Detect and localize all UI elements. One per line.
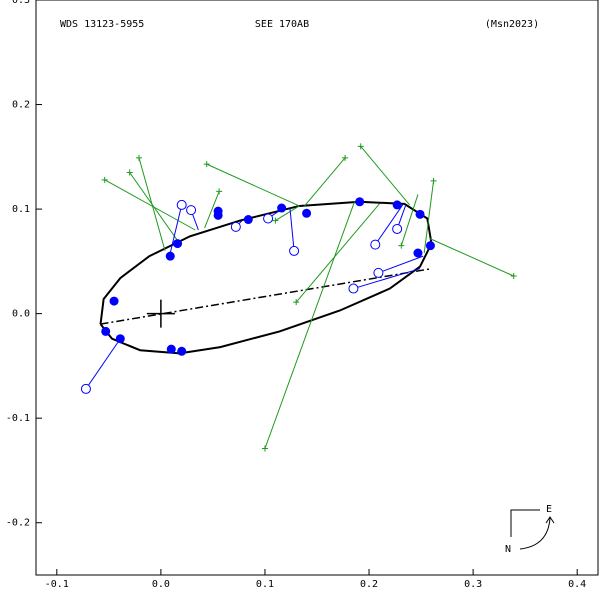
filled-point [413,248,423,258]
filled-point [392,200,402,210]
residual-line [360,146,411,206]
y-tick-label: -0.2 [6,518,30,529]
residual-line [378,255,424,274]
filled-point [277,203,287,213]
residual-line [85,338,121,390]
residual-line [429,237,514,277]
compass-north: N [505,544,511,555]
filled-point [115,334,125,344]
filled-point [109,296,119,306]
x-tick-label: 0.1 [256,579,274,590]
primary-star [146,299,175,328]
compass [510,509,555,550]
residual-line [304,157,346,207]
filled-point [415,209,425,219]
plus-point [101,176,108,183]
residual-line [275,205,300,222]
residual-line [129,172,181,244]
residual-line [423,180,435,254]
filled-point [173,239,183,249]
residual-line [295,203,380,303]
filled-point [355,197,365,207]
open-point [392,223,403,234]
filled-point [213,210,223,220]
residual-line [206,163,300,207]
residual-line [104,179,196,231]
residual-line [169,204,183,254]
y-tick-label: 0.2 [12,100,30,111]
plus-point [261,445,268,452]
filled-point [302,208,312,218]
plus-point [293,299,300,306]
y-tick-label: -0.1 [6,413,30,424]
open-point [176,199,187,210]
open-point [263,213,274,224]
compass-arrow [519,517,551,550]
open-point [289,245,300,256]
open-point [230,221,241,232]
filled-point [243,215,253,225]
plus-point [126,169,133,176]
open-point [186,205,197,216]
plus-point [272,217,279,224]
plot-frame [35,0,599,576]
plus-point [357,143,364,150]
orbit [99,200,433,355]
filled-point [165,251,175,261]
plus-point [136,154,143,161]
open-point [348,283,359,294]
reference: (Msn2023) [485,19,539,30]
residual-line [138,157,166,252]
open-point [370,239,381,250]
x-tick-label: -0.1 [45,579,69,590]
x-tick-label: 0.2 [360,579,378,590]
plus-point [510,273,517,279]
filled-point [101,326,111,336]
x-tick-label: 0.4 [568,579,586,590]
compass-east: E [546,504,552,515]
filled-point [166,344,176,354]
plus-point [216,188,223,195]
filled-point [425,241,435,251]
plus-point [203,161,210,168]
open-point [80,383,91,394]
open-point [373,267,384,278]
chart-subtitle: SEE 170AB [255,19,309,30]
x-tick-label: 0.0 [152,579,170,590]
filled-point [177,346,187,356]
line-of-nodes [100,267,432,325]
y-tick-label: 0.0 [12,309,30,320]
plus-point [398,242,405,249]
residual-line [204,191,220,229]
residual-line [289,207,295,251]
residual-line [264,201,355,449]
chart-title: WDS 13123-5955 [60,19,144,30]
y-tick-label: 0.1 [12,204,30,215]
residual-line [374,203,404,245]
y-tick-label: 0.3 [12,0,30,6]
residual-line [353,268,421,290]
compass-frame [510,509,540,537]
plus-point [430,177,437,184]
plus-point [342,154,349,161]
residual-line [400,194,419,246]
x-tick-label: 0.3 [464,579,482,590]
compass-arrowhead [545,516,555,524]
